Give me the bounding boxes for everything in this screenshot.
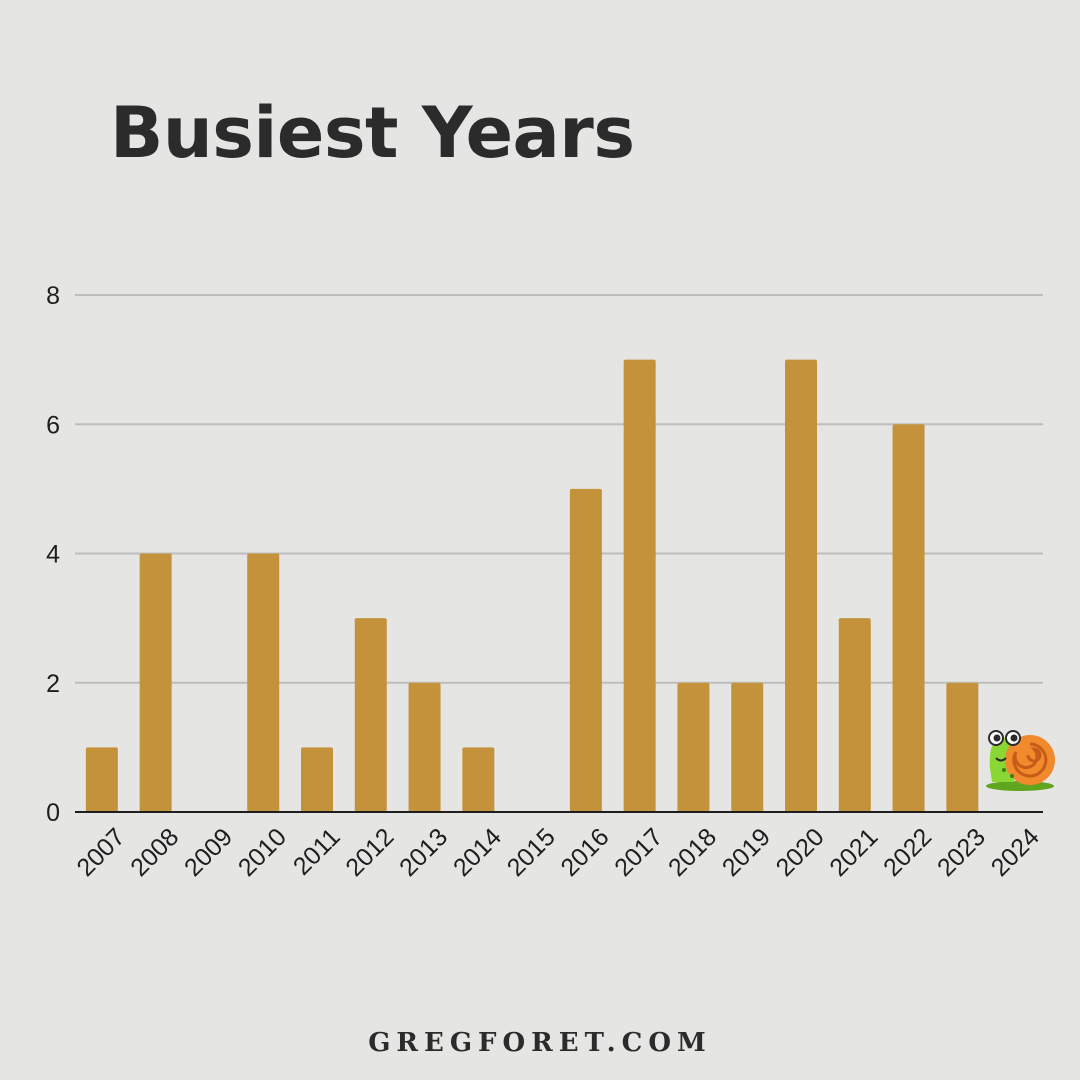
x-tick-label: 2008 [125,823,184,882]
bar-2018 [677,682,710,812]
x-tick-label: 2011 [288,823,346,881]
y-tick-label: 2 [46,670,60,698]
bar-2020 [785,359,817,812]
x-tick-label: 2007 [71,823,130,882]
x-tick-label: 2016 [555,823,614,882]
y-tick-label: 4 [46,541,60,569]
snail-icon [986,730,1055,791]
y-tick-labels: 0 2 4 6 8 [46,282,60,827]
x-tick-label: 2022 [878,823,937,882]
bar-2012 [354,618,387,812]
x-tick-label: 2010 [233,823,292,882]
x-tick-label: 2014 [448,823,507,882]
x-tick-label: 2023 [932,823,991,882]
gridlines [75,294,1043,684]
bar-2023 [946,682,979,812]
bar-2013 [408,682,441,812]
y-tick-label: 8 [46,282,60,310]
x-tick-label: 2024 [986,823,1045,882]
site-footer: GREGFORET.COM [368,1028,712,1058]
bars [85,359,979,812]
x-tick-label: 2019 [717,823,776,882]
bar-2016 [569,488,602,812]
x-tick-labels: 2007200820092010201120122013201420152016… [71,823,1044,882]
bar-2011 [301,747,333,812]
x-tick-label: 2009 [179,823,238,882]
bar-2017 [623,359,656,812]
chart-title: Busiest Years [110,92,635,174]
y-tick-label: 6 [46,411,60,439]
bar-2008 [139,553,172,812]
x-tick-label: 2012 [340,823,399,882]
bar-2021 [838,618,871,812]
x-tick-label: 2015 [502,823,561,882]
x-tick-label: 2017 [609,823,668,882]
bar-2010 [247,553,280,812]
x-tick-label: 2020 [771,823,830,882]
x-tick-label: 2018 [663,823,722,882]
bar-2007 [85,747,118,812]
y-tick-label: 0 [46,799,60,827]
bar-2022 [892,424,925,812]
x-tick-label: 2013 [394,823,453,882]
bar-2019 [731,682,764,812]
x-tick-label: 2021 [824,823,883,882]
bar-2014 [462,747,495,812]
